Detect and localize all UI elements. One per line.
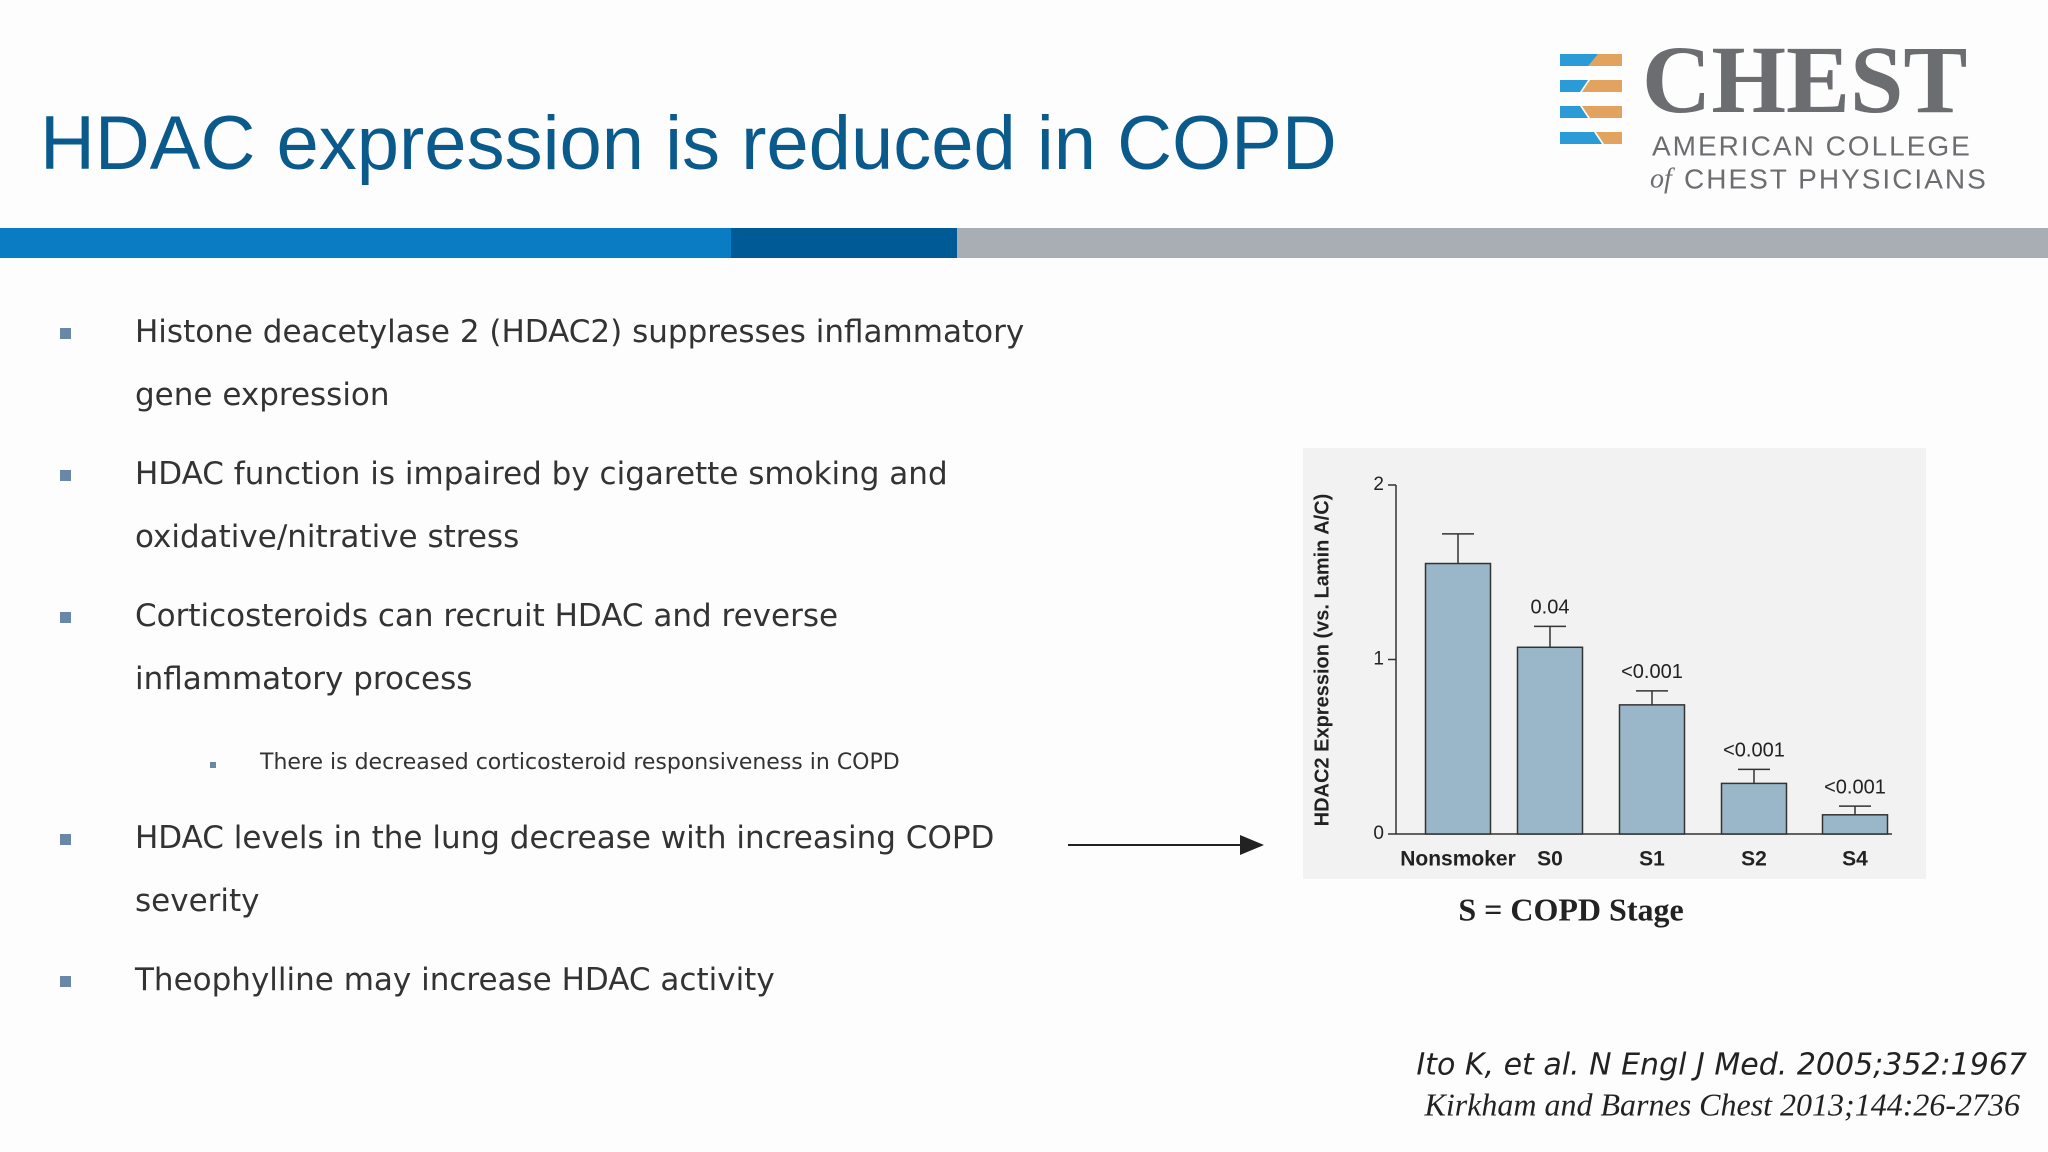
bullet-text: Theophylline may increase HDAC activity xyxy=(135,962,775,998)
stripe xyxy=(0,228,731,258)
citation: Ito K, et al. N Engl J Med. 2005;352:196… xyxy=(1416,1048,2027,1083)
annotation: <0.001 xyxy=(1723,740,1785,762)
bullet-marker xyxy=(60,834,71,845)
bullet-marker xyxy=(60,328,71,339)
y-tick-label: 2 xyxy=(1373,474,1384,495)
annotation: <0.001 xyxy=(1621,661,1683,683)
bullet-text: HDAC function is impaired by cigarette s… xyxy=(135,456,948,492)
citation: Kirkham and Barnes Chest 2013;144:26-273… xyxy=(1423,1086,2020,1122)
x-tick-label: S2 xyxy=(1741,848,1767,871)
bullet-text: inflammatory process xyxy=(135,661,473,697)
sub-bullet-marker xyxy=(210,762,216,768)
logo-line: CHEST PHYSICIANS xyxy=(1684,163,1988,194)
bullet-text: gene expression xyxy=(135,377,390,413)
bar xyxy=(1516,646,1584,835)
x-tick-label: Nonsmoker xyxy=(1400,848,1516,871)
logo-line: of xyxy=(1650,163,1675,194)
bullet-text: oxidative/nitrative stress xyxy=(135,519,520,555)
logo-name: CHEST xyxy=(1642,40,1967,133)
logo-icon xyxy=(1560,54,1622,144)
error-bar xyxy=(1442,533,1474,564)
bullet-marker xyxy=(60,612,71,623)
error-bar xyxy=(1738,768,1770,784)
logo: CHEST AMERICAN COLLEGE of CHEST PHYSICIA… xyxy=(1560,40,1988,194)
bar xyxy=(1618,704,1686,835)
x-tick-label: S4 xyxy=(1842,848,1868,871)
error-bar xyxy=(1839,805,1871,815)
bullet-text: HDAC levels in the lung decrease with in… xyxy=(135,820,995,856)
slide-title: HDAC expression is reduced in COPD xyxy=(40,101,1337,186)
chart-background xyxy=(1303,448,1926,879)
y-tick-label: 0 xyxy=(1373,823,1384,844)
caption: S = COPD Stage xyxy=(1458,891,1683,927)
bullet-text: Histone deacetylase 2 (HDAC2) suppresses… xyxy=(135,314,1025,350)
bullet-text: severity xyxy=(135,883,260,919)
bullet-text: Corticosteroids can recruit HDAC and rev… xyxy=(135,598,839,634)
stripe xyxy=(731,228,957,258)
x-tick-label: S0 xyxy=(1537,848,1563,871)
bar xyxy=(1720,782,1788,835)
annotation: <0.001 xyxy=(1824,776,1886,798)
error-bar xyxy=(1636,690,1668,705)
stripe xyxy=(957,228,2048,258)
y-axis-label: HDAC2 Expression (vs. Lamin A/C) xyxy=(1311,494,1333,827)
bar xyxy=(1821,814,1889,835)
bar xyxy=(1424,562,1492,835)
error-bar xyxy=(1534,625,1566,648)
x-tick-label: S1 xyxy=(1639,848,1665,871)
bullet-marker xyxy=(60,976,71,987)
bullet-marker xyxy=(60,470,71,481)
sub-bullet-text: There is decreased corticosteroid respon… xyxy=(260,750,900,775)
y-tick-label: 1 xyxy=(1373,649,1384,670)
logo-line: AMERICAN COLLEGE xyxy=(1652,130,1972,161)
annotation: 0.04 xyxy=(1531,597,1570,619)
